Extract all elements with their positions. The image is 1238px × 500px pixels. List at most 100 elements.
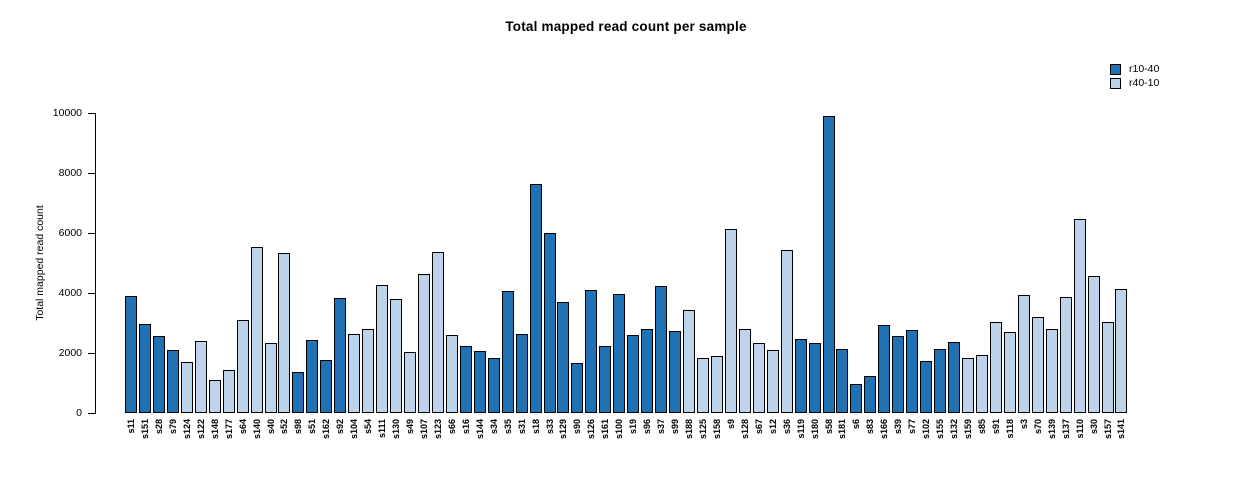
x-tick-label-s18: s18 <box>530 419 541 435</box>
x-tick-label-s79: s79 <box>167 419 178 435</box>
bar-s181 <box>836 349 849 413</box>
x-tick-label-s104: s104 <box>349 419 360 440</box>
bar-s155 <box>934 348 947 413</box>
x-tick-label-s129: s129 <box>558 419 569 440</box>
x-tick-label-s52: s52 <box>279 419 290 435</box>
bar-s67 <box>752 342 765 413</box>
legend-item-r40-10: r40-10 <box>1110 76 1159 90</box>
bar-s159 <box>962 358 974 413</box>
y-tick-label: 0 <box>76 407 82 419</box>
x-tick-label-s98: s98 <box>293 419 304 435</box>
bar-s36 <box>780 250 793 413</box>
bar-s98 <box>292 372 305 413</box>
x-tick-label-s139: s139 <box>1046 419 1057 440</box>
bar-s188 <box>683 310 695 413</box>
bar-s90 <box>571 362 584 413</box>
bar-s177 <box>222 370 235 413</box>
bar-s148 <box>208 380 221 413</box>
y-tick-label: 10000 <box>52 107 82 119</box>
bar-s52 <box>278 253 291 413</box>
x-tick-label-s99: s99 <box>670 419 681 435</box>
x-tick-label-s159: s159 <box>963 419 973 440</box>
bar-s58 <box>822 116 835 413</box>
x-tick-label-s128: s128 <box>739 419 750 440</box>
y-axis-tick <box>88 112 96 114</box>
bar-s30 <box>1087 275 1100 413</box>
bar-s180 <box>808 343 821 413</box>
chart-title: Total mapped read count per sample <box>505 19 747 34</box>
x-tick-label-s36: s36 <box>781 419 792 435</box>
x-tick-label-s11: s11 <box>126 419 136 434</box>
bar-s123 <box>431 251 444 413</box>
bar-s132 <box>948 341 961 413</box>
x-tick-label-s166: s166 <box>879 419 890 440</box>
x-tick-label-s31: s31 <box>516 419 527 435</box>
x-tick-label-s118: s118 <box>1004 419 1015 439</box>
x-tick-label-s83: s83 <box>865 419 876 435</box>
x-tick-label-s9: s9 <box>725 419 736 430</box>
x-tick-label-s111: s111 <box>377 419 388 439</box>
x-tick-label-s100: s100 <box>614 419 625 440</box>
x-tick-label-s33: s33 <box>544 419 555 435</box>
bar-s70 <box>1031 316 1044 413</box>
bar-s19 <box>627 335 640 413</box>
x-tick-label-s141: s141 <box>1116 419 1127 440</box>
bar-s104 <box>348 334 361 413</box>
y-axis-tick <box>88 352 96 354</box>
x-tick-label-s54: s54 <box>363 419 374 435</box>
x-tick-label-s126: s126 <box>586 419 597 440</box>
legend-label-r10-40: r10-40 <box>1129 63 1160 75</box>
bar-s118 <box>1003 332 1016 413</box>
y-axis-tick <box>88 412 96 414</box>
bar-s12 <box>766 350 779 413</box>
bar-s39 <box>892 335 905 413</box>
y-tick-label: 2000 <box>58 347 82 359</box>
bar-s77 <box>906 330 919 413</box>
bar-s157 <box>1101 322 1114 413</box>
x-tick-label-s161: s161 <box>600 419 611 440</box>
x-tick-label-s130: s130 <box>391 419 402 440</box>
bar-s18 <box>529 183 542 413</box>
x-tick-label-s35: s35 <box>502 419 513 435</box>
bar-s31 <box>515 333 528 413</box>
bar-s158 <box>710 356 723 413</box>
bar-s99 <box>669 331 682 413</box>
bar-s139 <box>1045 329 1058 413</box>
x-tick-label-s155: s155 <box>935 419 946 440</box>
bar-s161 <box>599 346 612 413</box>
x-tick-label-s51: s51 <box>307 419 318 435</box>
bar-s35 <box>501 290 514 413</box>
bar-s9 <box>724 229 737 413</box>
y-axis-tick <box>88 232 96 234</box>
bar-s16 <box>459 345 472 413</box>
x-tick-label-s102: s102 <box>921 419 932 440</box>
x-tick-label-s66: s66 <box>446 419 457 435</box>
bar-s11 <box>125 296 137 413</box>
x-tick-label-s177: s177 <box>223 419 234 440</box>
x-tick-label-s125: s125 <box>697 419 708 440</box>
x-tick-label-s188: s188 <box>684 419 694 440</box>
x-tick-label-s124: s124 <box>181 419 192 440</box>
y-tick-label: 6000 <box>58 227 82 239</box>
bar-s3 <box>1017 295 1030 413</box>
legend-swatch-r40-10 <box>1110 77 1121 89</box>
x-tick-label-s28: s28 <box>153 419 164 435</box>
bar-s37 <box>655 285 668 413</box>
bar-s85 <box>975 355 988 413</box>
x-tick-label-s19: s19 <box>628 419 639 435</box>
x-tick-label-s180: s180 <box>809 419 820 440</box>
y-tick-label: 8000 <box>58 167 82 179</box>
x-tick-label-s110: s110 <box>1074 419 1085 439</box>
x-tick-label-s34: s34 <box>488 419 499 435</box>
y-axis-tick <box>88 292 96 294</box>
bar-s130 <box>390 299 403 413</box>
x-tick-label-s123: s123 <box>432 419 443 440</box>
x-tick-label-s132: s132 <box>949 419 960 440</box>
x-tick-label-s49: s49 <box>405 419 415 435</box>
bar-s79 <box>166 350 179 413</box>
bar-s102 <box>920 361 933 413</box>
x-tick-label-s37: s37 <box>656 419 667 435</box>
x-tick-label-s30: s30 <box>1088 419 1099 435</box>
x-tick-label-s107: s107 <box>418 419 429 440</box>
bar-s162 <box>320 360 333 413</box>
